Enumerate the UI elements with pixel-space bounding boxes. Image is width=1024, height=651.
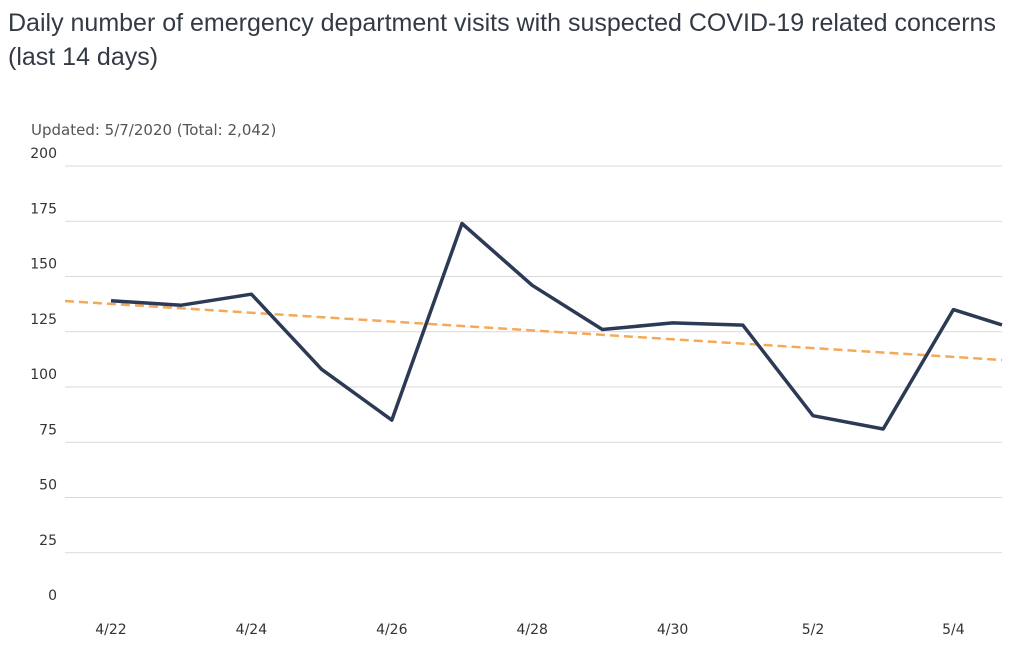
x-tick-label: 4/26 <box>376 622 408 638</box>
series <box>64 221 1003 431</box>
y-tick-label: 0 <box>48 588 57 604</box>
x-tick-label: 5/4 <box>942 622 965 638</box>
y-tick-label: 25 <box>39 533 57 549</box>
x-tick-label: 4/28 <box>516 622 547 638</box>
x-tick-label: 5/2 <box>802 622 825 638</box>
y-tick-label: 200 <box>30 146 57 162</box>
x-tick-label: 4/24 <box>236 622 268 638</box>
y-axis-ticks: 0 25 50 75 100 125 150 175 200 <box>30 146 57 604</box>
y-tick-label: 100 <box>30 367 57 383</box>
chart-title: Daily number of emergency department vis… <box>8 9 996 71</box>
x-tick-label: 4/22 <box>95 622 126 638</box>
y-tick-label: 125 <box>30 312 57 328</box>
y-tick-label: 50 <box>39 478 57 494</box>
gridlines <box>65 165 1002 554</box>
y-tick-label: 150 <box>30 257 57 273</box>
x-tick-label: 4/30 <box>657 622 688 638</box>
updated-note: Updated: 5/7/2020 (Total: 2,042) <box>31 121 277 139</box>
x-axis-ticks: 4/22 4/24 4/26 4/28 4/30 5/2 5/4 <box>95 622 964 638</box>
y-tick-label: 175 <box>30 201 57 217</box>
y-tick-label: 75 <box>39 422 57 438</box>
series-line <box>110 221 1003 431</box>
trend-line <box>64 299 1003 362</box>
